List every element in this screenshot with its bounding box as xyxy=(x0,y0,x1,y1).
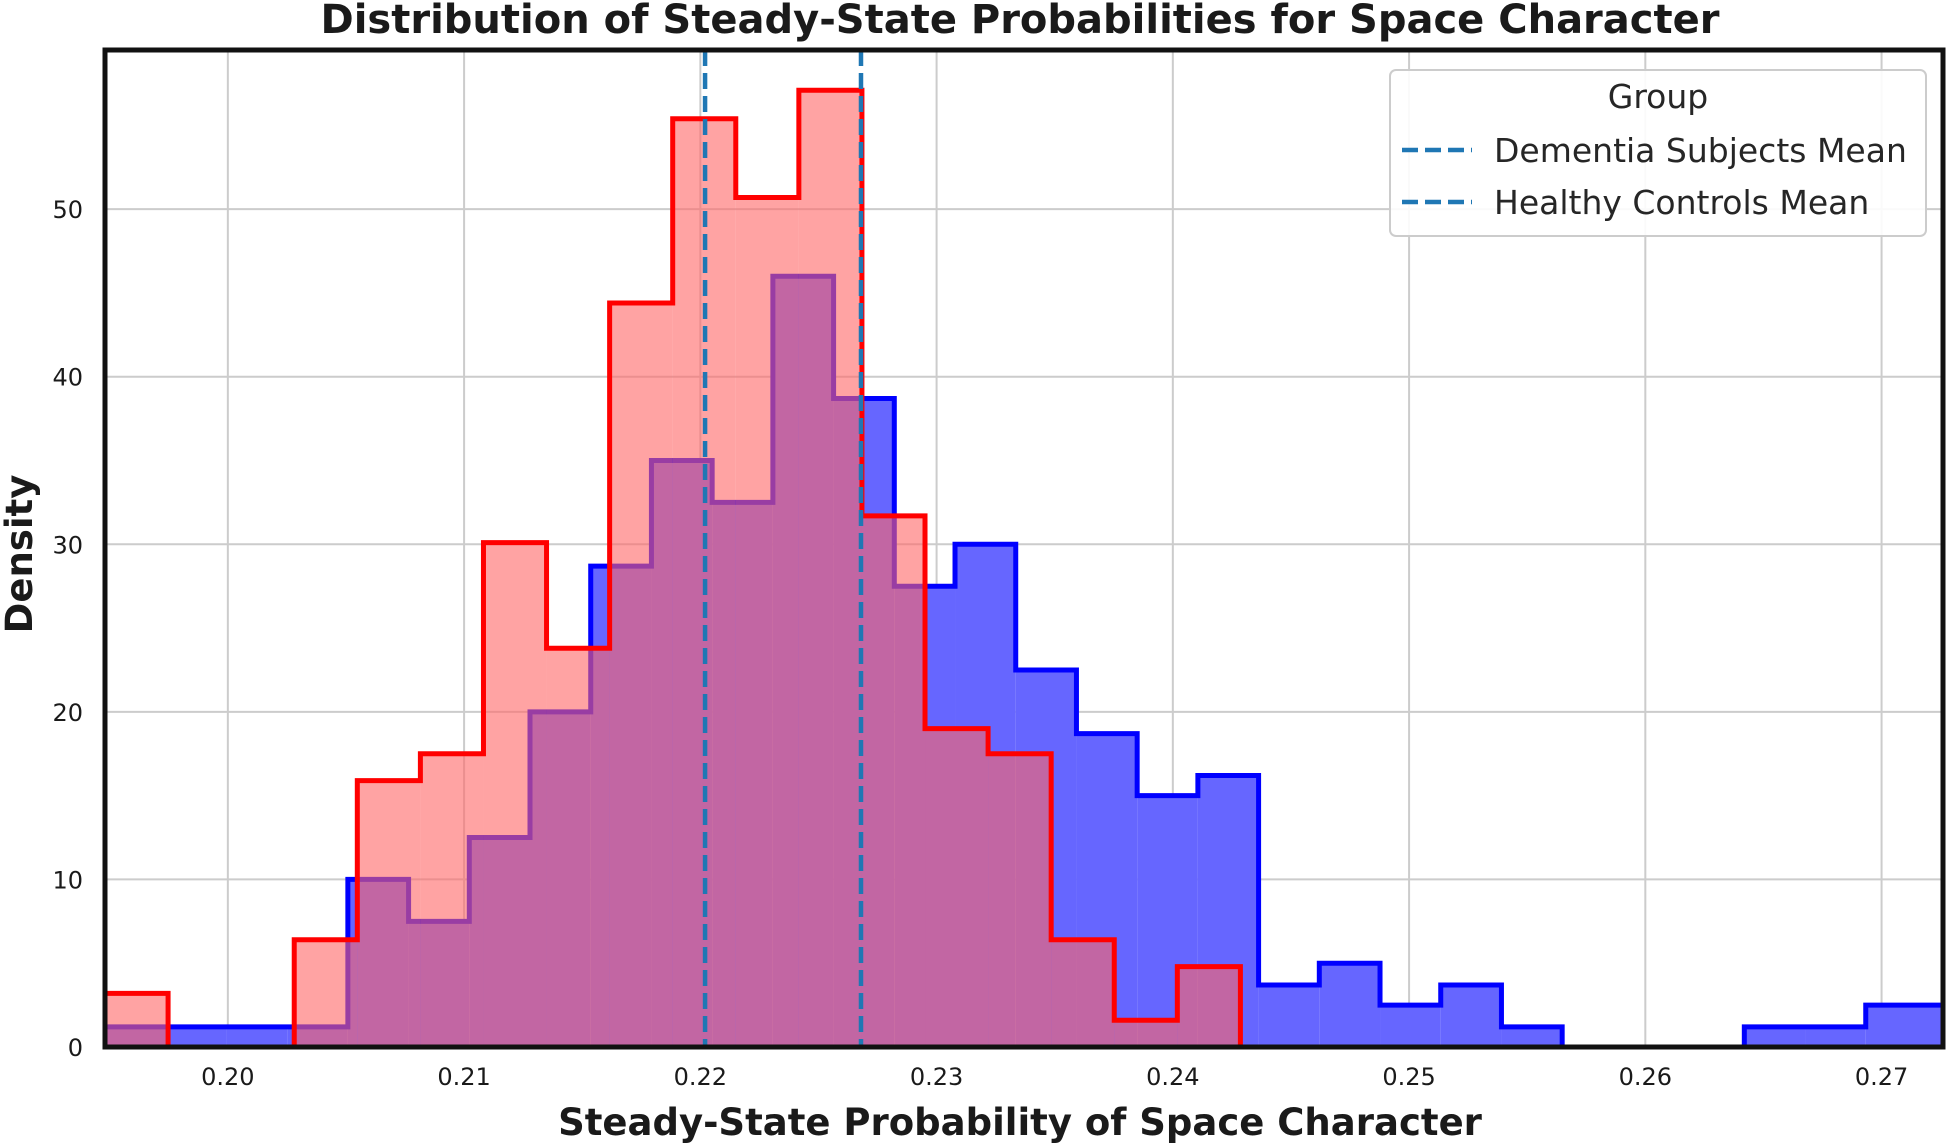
legend-title: Group xyxy=(1608,77,1708,116)
y-axis-ticks: 0 10 20 30 40 50 xyxy=(52,196,83,1062)
y-tick-label: 50 xyxy=(52,196,83,224)
bar-series0-bin27 xyxy=(1744,1026,1806,1047)
legend-box xyxy=(1389,69,1927,237)
x-axis-label: Steady-State Probability of Space Charac… xyxy=(558,1101,1483,1144)
bar-series1-bin7 xyxy=(546,648,610,1047)
outline-series1 xyxy=(102,87,1243,1050)
x-tick-label: 0.27 xyxy=(1855,1063,1908,1091)
bar-series1-bin0 xyxy=(105,993,169,1047)
bar-series1-bin15 xyxy=(1051,939,1115,1047)
bar-series1-bin13 xyxy=(925,728,989,1047)
bar-series0-bin21 xyxy=(1380,1005,1441,1047)
bar-series1-bin10 xyxy=(735,197,799,1048)
plot-frame xyxy=(102,47,1946,1050)
y-tick-label: 10 xyxy=(52,866,83,894)
x-tick-label: 0.25 xyxy=(1382,1063,1435,1091)
bar-series0-bin22 xyxy=(1440,985,1502,1047)
mean-lines xyxy=(702,50,864,1047)
legend-label-0: Dementia Subjects Mean xyxy=(1494,131,1907,170)
x-axis-ticks: 0.20 0.21 0.22 0.23 0.24 0.25 0.26 0.27 xyxy=(201,1063,1908,1091)
bar-series0-bin23 xyxy=(1501,1026,1563,1047)
bar-series1-bin4 xyxy=(357,780,421,1047)
legend-label-1: Healthy Controls Mean xyxy=(1494,183,1869,222)
bar-series0-bin1 xyxy=(165,1026,227,1047)
chart-title: Distribution of Steady-State Probabiliti… xyxy=(321,0,1720,43)
bar-series1-bin3 xyxy=(294,939,358,1047)
legend: Group Dementia Subjects Mean Healthy Cont… xyxy=(1389,69,1927,237)
x-tick-label: 0.26 xyxy=(1619,1063,1672,1091)
x-tick-label: 0.24 xyxy=(1146,1063,1199,1091)
bar-series1-bin16 xyxy=(1114,1020,1178,1047)
x-tick-label: 0.21 xyxy=(437,1063,490,1091)
bar-series1-bin12 xyxy=(861,515,926,1047)
bar-series1-bin14 xyxy=(988,753,1052,1047)
bar-series0-bin29 xyxy=(1865,1005,1943,1047)
y-tick-label: 40 xyxy=(52,364,83,392)
y-tick-label: 20 xyxy=(52,699,83,727)
bar-series1-bin5 xyxy=(420,753,484,1047)
bar-series0-bin2 xyxy=(226,1026,288,1047)
x-tick-label: 0.23 xyxy=(910,1063,963,1091)
bar-series1-bin8 xyxy=(609,303,673,1048)
y-tick-label: 30 xyxy=(52,531,83,559)
bar-series1-bin17 xyxy=(1177,966,1241,1047)
bar-series1-bin6 xyxy=(483,542,547,1047)
bar-series0-bin28 xyxy=(1805,1026,1866,1047)
x-tick-label: 0.22 xyxy=(674,1063,727,1091)
bar-series0-bin20 xyxy=(1319,963,1381,1047)
y-axis-label: Density xyxy=(0,475,41,634)
bar-series1-bin11 xyxy=(798,90,862,1047)
histogram-bars xyxy=(102,87,1946,1050)
y-tick-label: 0 xyxy=(68,1034,83,1062)
bar-series0-bin19 xyxy=(1258,985,1320,1047)
x-tick-label: 0.20 xyxy=(201,1063,254,1091)
